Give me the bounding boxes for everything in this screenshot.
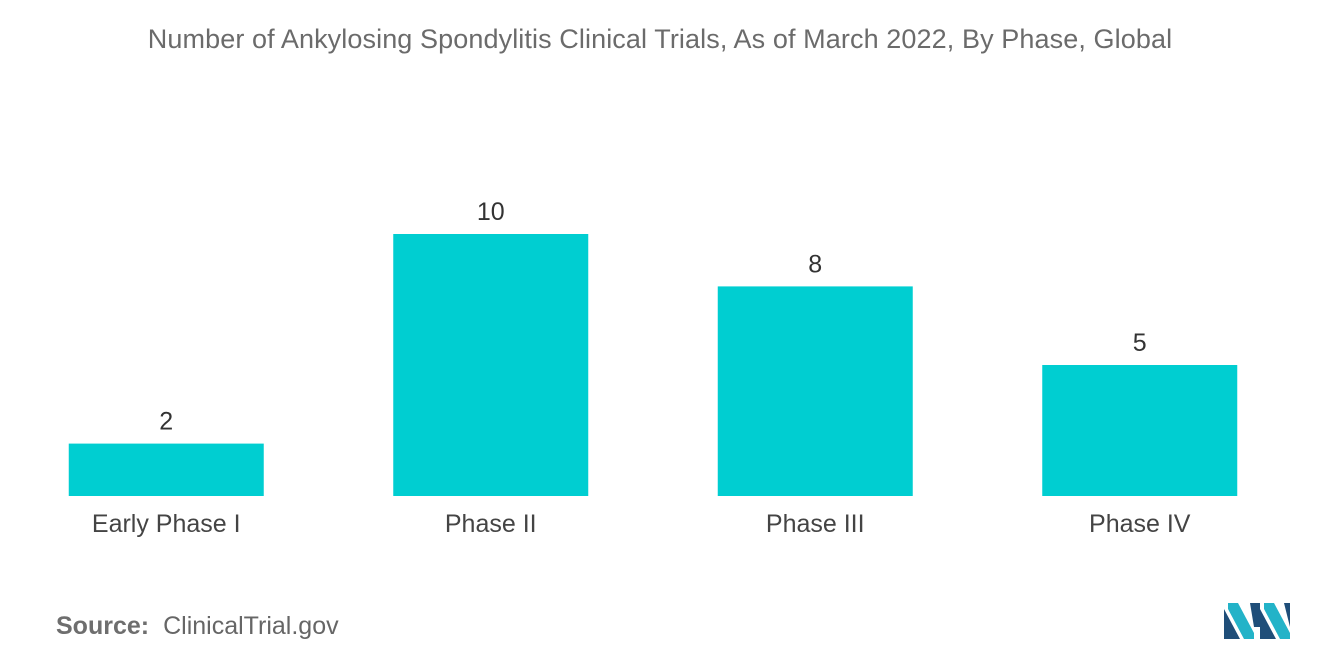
source-value: ClinicalTrial.gov (163, 612, 339, 640)
bar (1042, 365, 1238, 496)
bar (717, 286, 913, 496)
source-note: Source: ClinicalTrial.gov (56, 612, 339, 641)
bar (393, 234, 589, 496)
category-label: Phase III (766, 510, 865, 538)
category-label: Phase IV (1089, 510, 1191, 538)
chart-title: Number of Ankylosing Spondylitis Clinica… (147, 24, 1173, 54)
bar (68, 443, 264, 496)
bar-value-label: 5 (1133, 329, 1147, 357)
bar-chart: 2 Early Phase I 10 Phase II 8 Phase III 5 Phase… (68, 198, 1238, 538)
bar-value-label: 10 (477, 198, 505, 226)
category-label: Early Phase I (92, 510, 241, 538)
bar-value-label: 8 (808, 250, 822, 278)
category-label: Phase II (445, 510, 537, 538)
source-label: Source: (56, 612, 150, 640)
bar-value-label: 2 (159, 408, 173, 436)
mordor-intelligence-logo-icon (1224, 603, 1290, 639)
